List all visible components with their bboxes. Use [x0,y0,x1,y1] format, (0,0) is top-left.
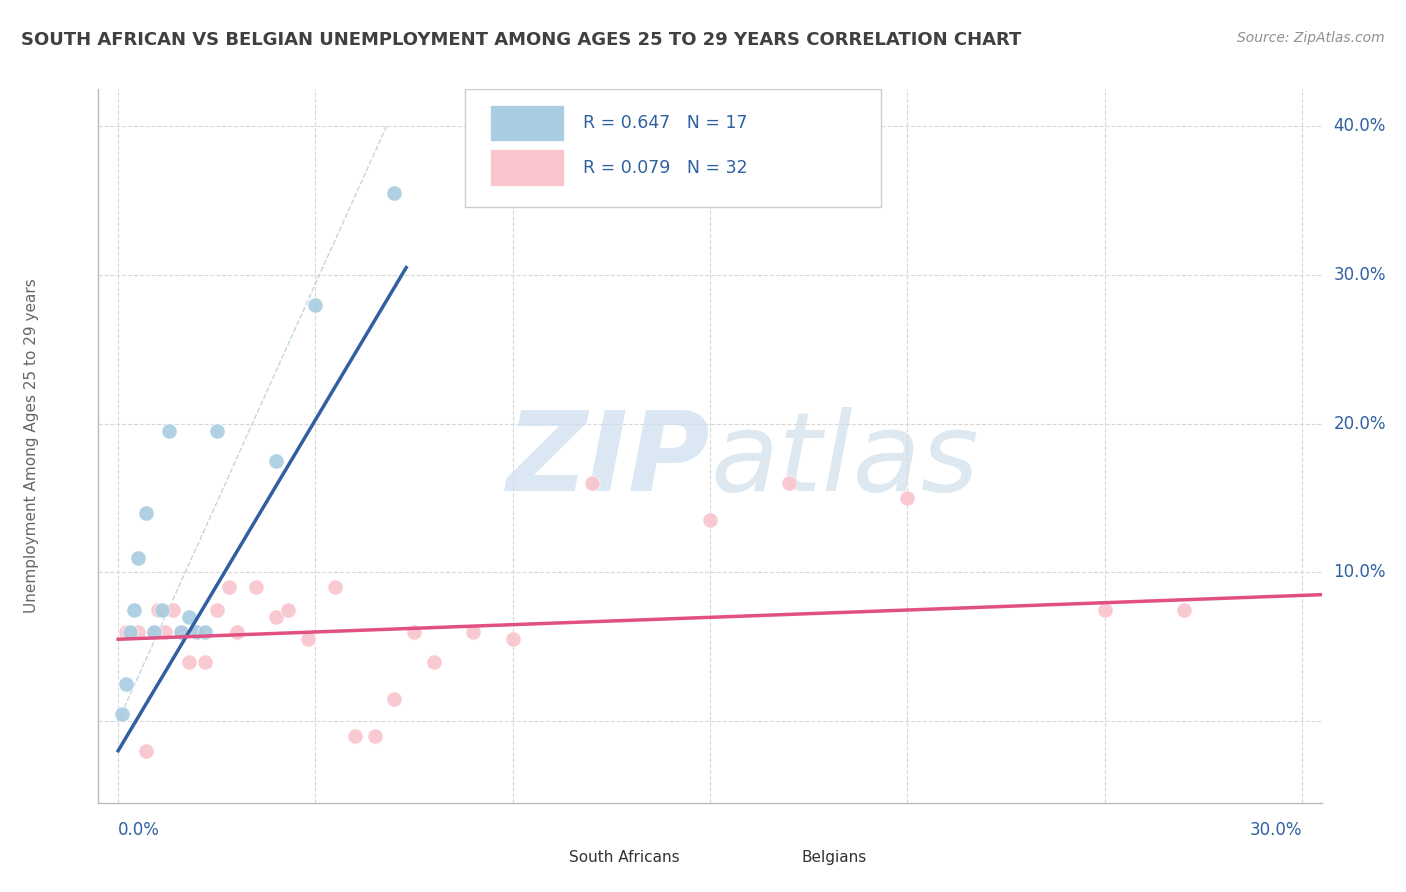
FancyBboxPatch shape [489,150,564,186]
Point [162,602,184,616]
FancyBboxPatch shape [498,844,564,871]
Point [896,491,918,505]
Text: atlas: atlas [710,407,979,514]
Text: R = 0.647   N = 17: R = 0.647 N = 17 [583,114,748,132]
Point [264,454,287,468]
Point [194,655,217,669]
Point [778,476,800,491]
Text: 0.0%: 0.0% [118,821,160,838]
Text: Unemployment Among Ages 25 to 29 years: Unemployment Among Ages 25 to 29 years [24,278,38,614]
Point [118,624,141,639]
Text: R = 0.079   N = 32: R = 0.079 N = 32 [583,159,748,177]
Point [127,550,149,565]
Point [150,602,173,616]
Point [382,691,405,706]
Point [297,632,319,647]
Text: 10.0%: 10.0% [1333,564,1386,582]
Text: 30.0%: 30.0% [1333,266,1386,284]
Point [115,624,138,639]
Point [142,624,165,639]
Point [135,744,157,758]
Point [179,655,201,669]
Point [194,624,217,639]
Text: Belgians: Belgians [801,849,868,864]
Point [463,624,485,639]
Point [245,580,267,594]
Point [115,677,138,691]
Point [304,298,326,312]
Point [323,580,346,594]
Point [170,624,193,639]
Point [170,624,193,639]
FancyBboxPatch shape [489,104,564,141]
Point [179,610,201,624]
Point [404,624,426,639]
Point [382,186,405,201]
Point [146,602,169,616]
Point [111,706,134,721]
Text: 20.0%: 20.0% [1333,415,1386,433]
Point [423,655,446,669]
Text: 40.0%: 40.0% [1333,118,1386,136]
Point [225,624,247,639]
Point [122,602,145,616]
Point [581,476,603,491]
Point [186,624,208,639]
FancyBboxPatch shape [465,89,882,207]
Text: ZIP: ZIP [506,407,710,514]
Point [343,729,366,743]
Point [502,632,524,647]
Point [205,602,228,616]
FancyBboxPatch shape [731,844,797,871]
Point [277,602,299,616]
Point [1173,602,1195,616]
Text: SOUTH AFRICAN VS BELGIAN UNEMPLOYMENT AMONG AGES 25 TO 29 YEARS CORRELATION CHAR: SOUTH AFRICAN VS BELGIAN UNEMPLOYMENT AM… [21,31,1022,49]
Point [363,729,385,743]
Point [142,624,165,639]
Point [127,624,149,639]
Point [699,513,721,527]
Point [205,424,228,438]
Point [186,624,208,639]
Point [218,580,240,594]
Point [155,624,177,639]
Text: South Africans: South Africans [569,849,681,864]
Point [135,506,157,520]
Point [1094,602,1116,616]
Point [159,424,181,438]
Text: Source: ZipAtlas.com: Source: ZipAtlas.com [1237,31,1385,45]
Text: 30.0%: 30.0% [1250,821,1302,838]
Point [264,610,287,624]
